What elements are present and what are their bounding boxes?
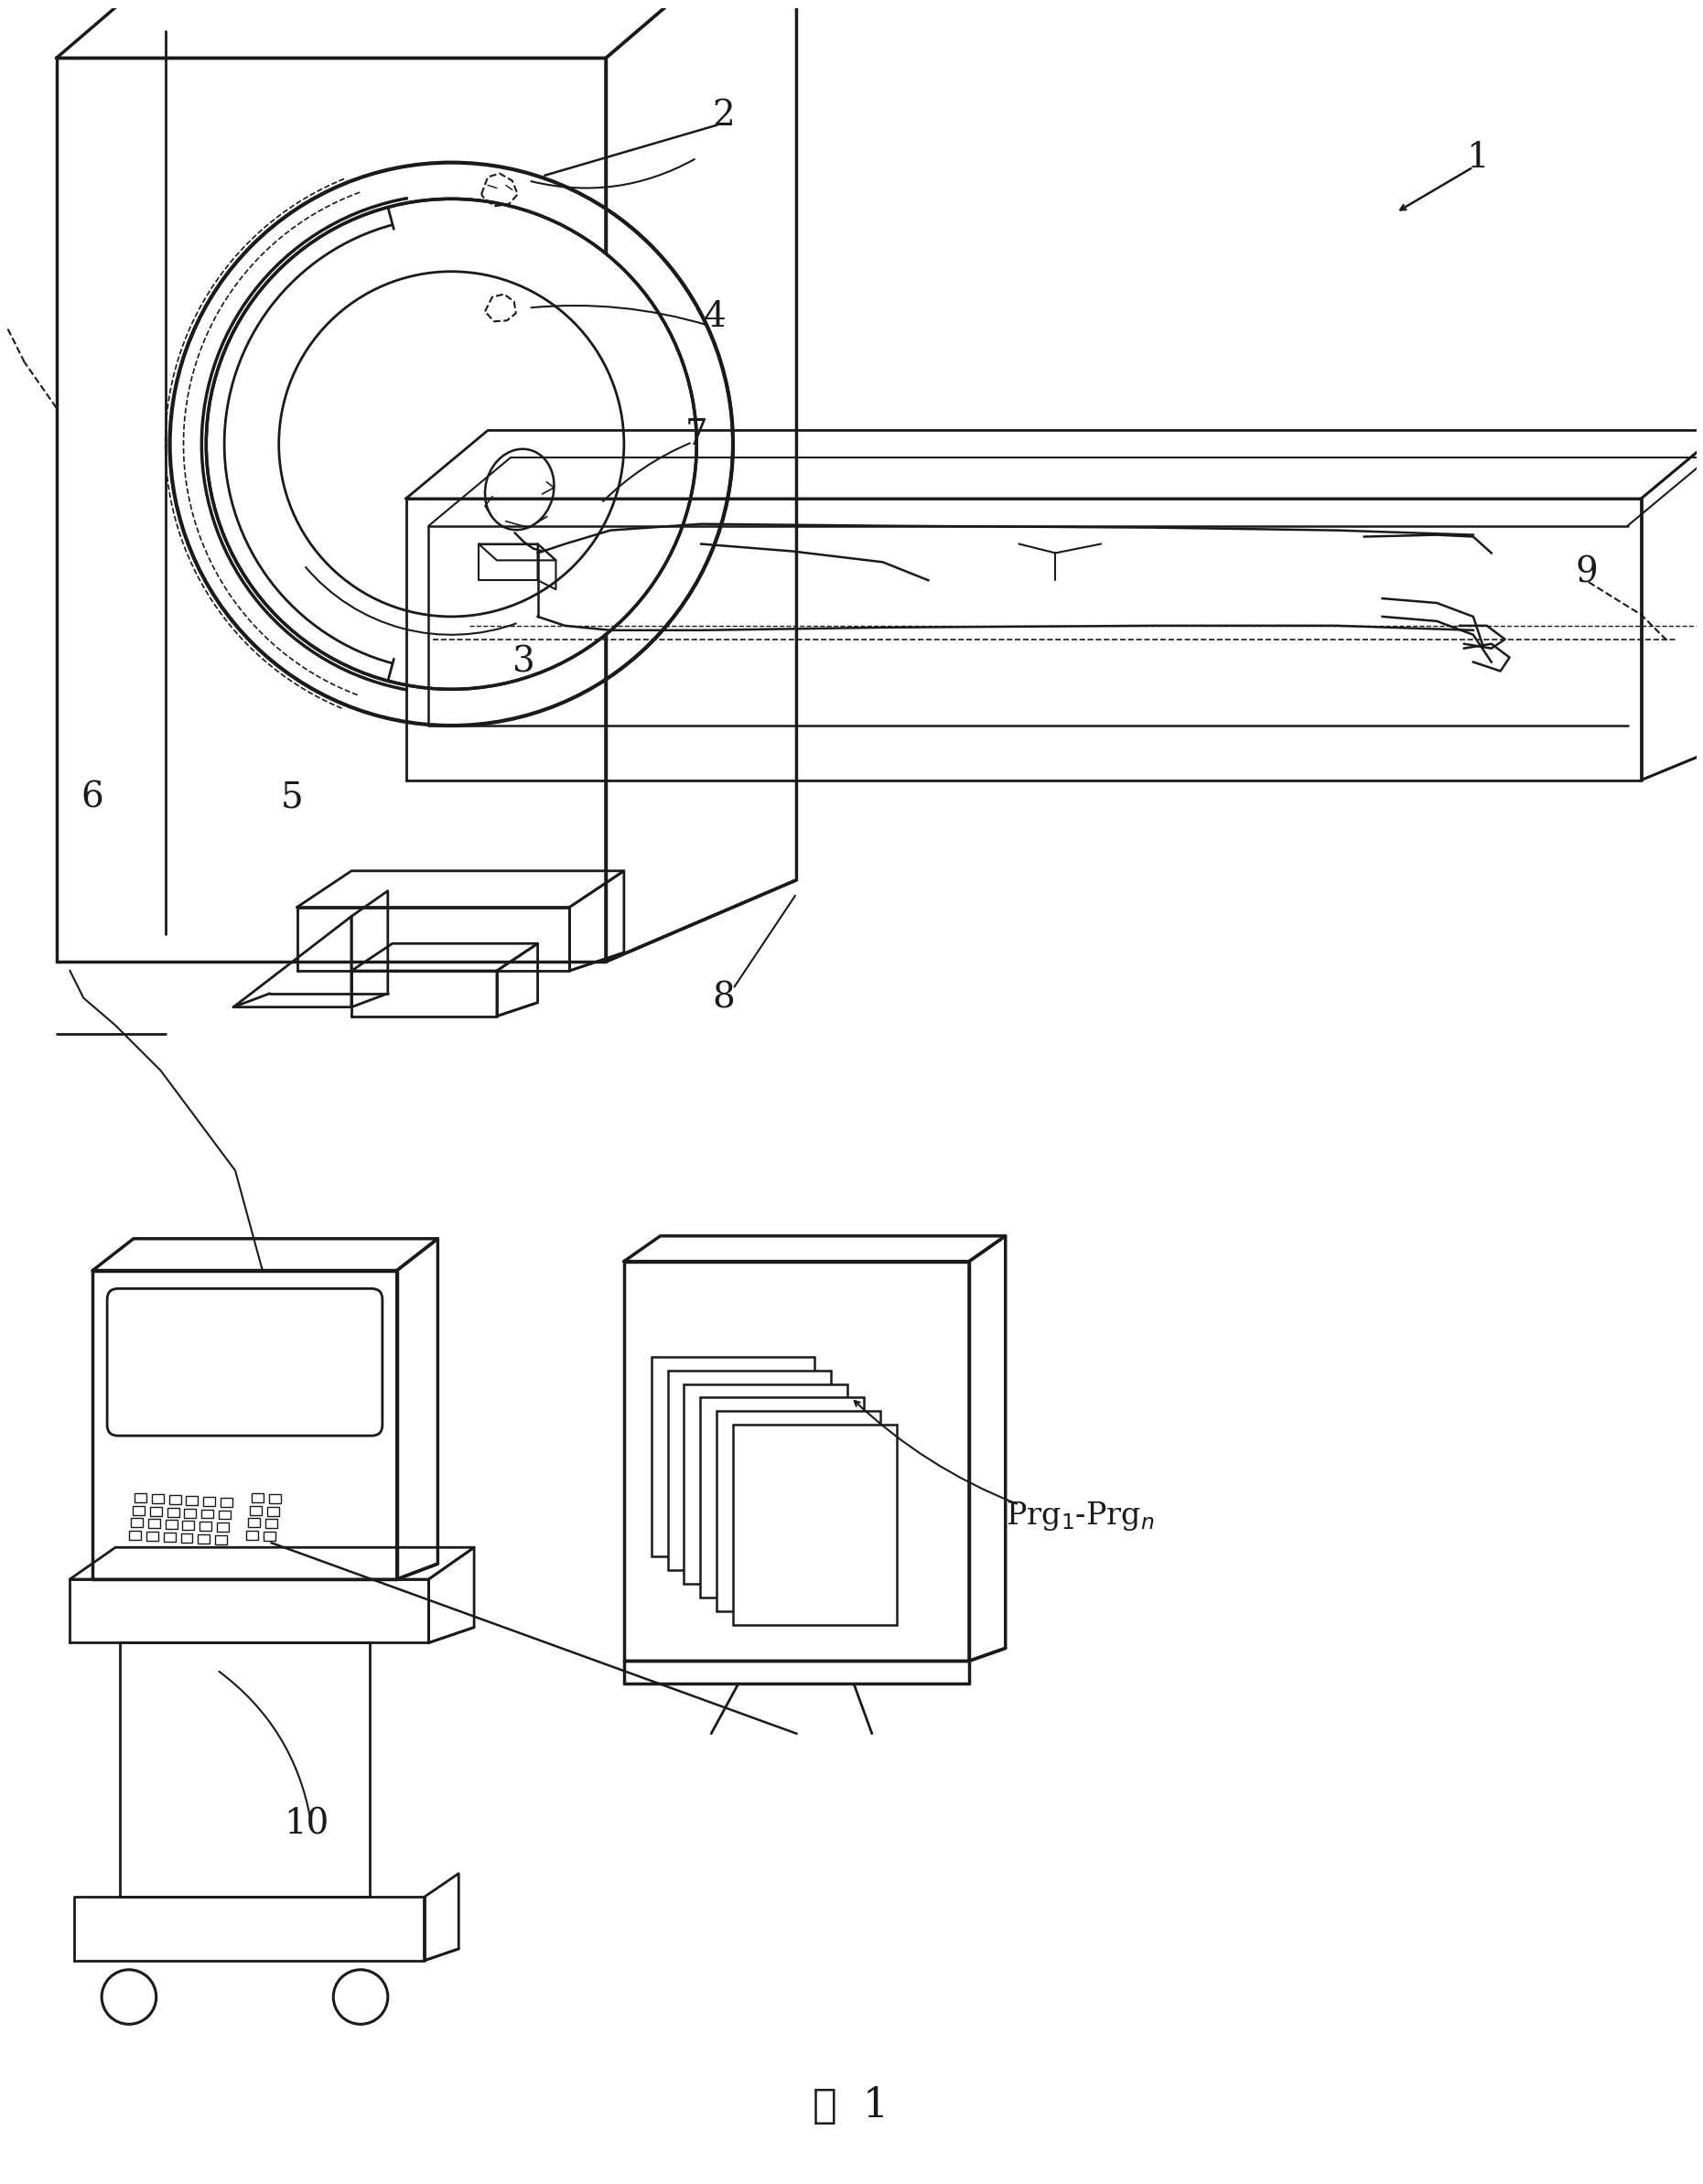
Bar xyxy=(249,1518,261,1527)
Text: 9: 9 xyxy=(1575,557,1597,590)
Bar xyxy=(163,1533,175,1542)
Bar xyxy=(150,1507,162,1516)
Bar xyxy=(165,1520,177,1529)
Bar xyxy=(146,1531,158,1542)
Bar xyxy=(266,1520,278,1529)
Text: 8: 8 xyxy=(712,981,736,1016)
Bar xyxy=(215,1535,226,1544)
Bar xyxy=(267,1507,279,1516)
Bar xyxy=(221,1498,233,1507)
Bar xyxy=(135,1494,146,1503)
Bar xyxy=(152,1494,163,1503)
Bar xyxy=(250,1505,262,1516)
Bar xyxy=(201,1509,213,1518)
Text: 6: 6 xyxy=(82,782,104,815)
Bar xyxy=(129,1531,141,1540)
Bar xyxy=(184,1509,196,1518)
Text: 2: 2 xyxy=(712,98,736,133)
Text: 7: 7 xyxy=(685,417,708,452)
Bar xyxy=(182,1520,194,1531)
Text: 5: 5 xyxy=(281,782,303,815)
Bar xyxy=(186,1496,198,1505)
Bar xyxy=(700,1398,863,1597)
Bar xyxy=(668,1369,831,1570)
Bar xyxy=(199,1522,211,1531)
Bar xyxy=(133,1505,145,1516)
Bar xyxy=(148,1520,160,1529)
Text: 4: 4 xyxy=(703,299,725,334)
Wedge shape xyxy=(170,229,346,660)
Bar xyxy=(220,1509,230,1520)
Bar xyxy=(167,1507,179,1516)
Text: 图  1: 图 1 xyxy=(812,2086,889,2125)
Bar xyxy=(269,1494,281,1503)
Text: Prg$_1$-Prg$_n$: Prg$_1$-Prg$_n$ xyxy=(1005,1498,1155,1533)
Bar xyxy=(131,1518,143,1527)
Text: 1: 1 xyxy=(1466,142,1488,175)
Bar xyxy=(685,1385,848,1583)
Bar xyxy=(264,1531,276,1542)
Bar xyxy=(651,1356,814,1557)
Text: 10: 10 xyxy=(283,1808,329,1841)
FancyBboxPatch shape xyxy=(107,1289,383,1435)
Bar xyxy=(479,544,538,581)
Bar xyxy=(732,1424,896,1625)
Bar xyxy=(247,1531,257,1540)
Bar xyxy=(717,1411,880,1612)
Bar xyxy=(119,1642,370,1898)
Circle shape xyxy=(206,199,697,690)
Bar xyxy=(203,1496,215,1505)
Text: 3: 3 xyxy=(513,644,535,679)
Bar xyxy=(198,1535,209,1544)
Bar xyxy=(181,1533,192,1542)
Bar xyxy=(169,1494,181,1505)
Bar xyxy=(216,1522,228,1531)
Bar xyxy=(252,1494,264,1503)
